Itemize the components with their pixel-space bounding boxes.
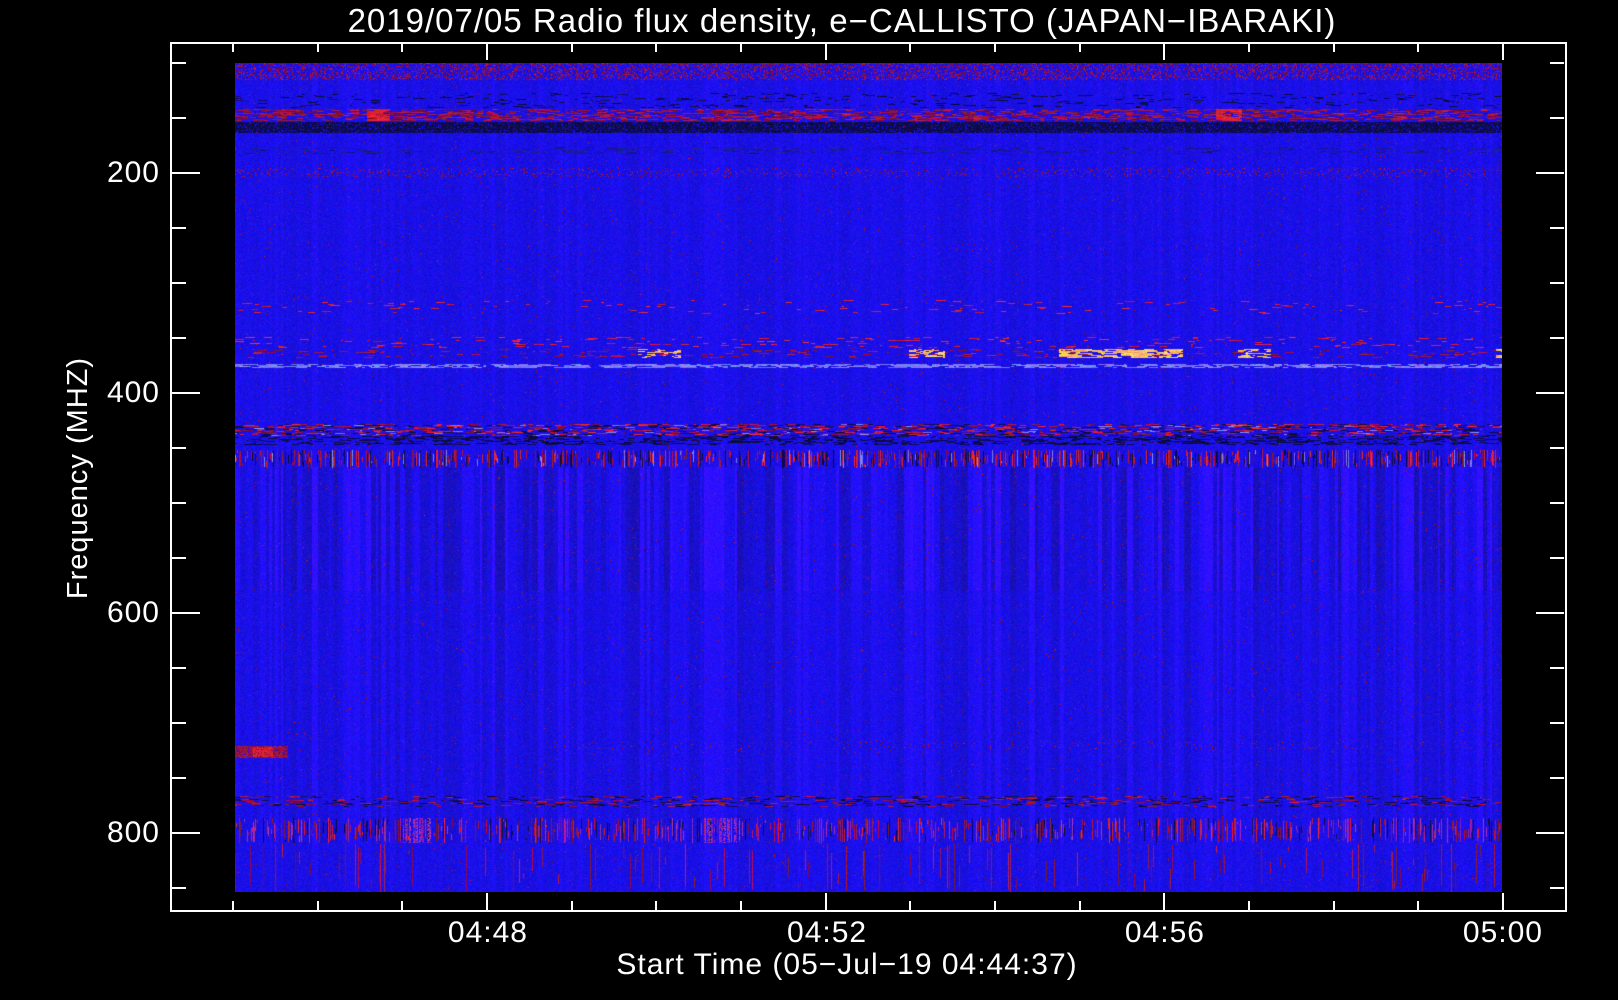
axis-tick: [571, 44, 573, 52]
axis-tick: [1079, 901, 1081, 910]
axis-tick: [1550, 887, 1564, 889]
axis-tick: [571, 901, 573, 910]
axis-tick: [994, 901, 996, 910]
axis-tick: [655, 44, 657, 52]
axis-tick: [1248, 44, 1250, 52]
axis-tick: [1550, 722, 1564, 724]
axis-tick: [1550, 502, 1564, 504]
axis-tick: [1550, 62, 1564, 64]
axis-tick: [172, 502, 186, 504]
axis-tick: [1550, 282, 1564, 284]
x-tick-label: 05:00: [1462, 916, 1543, 949]
axis-tick: [486, 44, 488, 60]
axis-tick: [909, 44, 911, 52]
axis-tick: [317, 901, 319, 910]
axis-tick: [232, 44, 234, 52]
axis-tick: [1550, 337, 1564, 339]
axis-tick: [317, 44, 319, 52]
axis-tick: [1333, 44, 1335, 52]
axis-tick: [486, 893, 488, 910]
axis-tick: [740, 901, 742, 910]
axis-tick: [232, 901, 234, 910]
axis-tick: [1417, 901, 1419, 910]
y-axis-title: Frequency (MHZ): [62, 356, 94, 600]
axis-tick: [740, 44, 742, 52]
axis-tick: [1536, 832, 1564, 834]
axis-tick: [172, 62, 186, 64]
axis-tick: [1536, 392, 1564, 394]
axis-tick: [1550, 447, 1564, 449]
axis-tick: [172, 337, 186, 339]
axis-tick: [1079, 44, 1081, 52]
axis-tick: [1502, 893, 1504, 910]
axis-tick: [1550, 227, 1564, 229]
y-tick-label: 600: [106, 595, 160, 629]
x-tick-label: 04:52: [787, 916, 868, 949]
axis-tick: [1163, 44, 1165, 60]
axis-tick: [1536, 172, 1564, 174]
x-tick-label: 04:56: [1124, 916, 1205, 949]
axis-tick: [1333, 901, 1335, 910]
axis-tick: [172, 447, 186, 449]
plot-title: 2019/07/05 Radio flux density, e−CALLIST…: [347, 2, 1337, 39]
axis-tick: [172, 777, 186, 779]
axis-tick: [1417, 44, 1419, 52]
axis-tick: [1163, 893, 1165, 910]
axis-tick: [172, 667, 186, 669]
axis-tick: [172, 612, 200, 614]
axis-tick: [909, 901, 911, 910]
axis-tick: [172, 832, 200, 834]
axis-tick: [172, 117, 186, 119]
axis-tick: [172, 392, 200, 394]
axis-tick: [1536, 612, 1564, 614]
axis-tick: [1502, 44, 1504, 60]
axis-tick: [172, 172, 200, 174]
axis-tick: [1550, 557, 1564, 559]
axis-tick: [401, 44, 403, 52]
axis-tick: [1550, 777, 1564, 779]
axis-tick: [1550, 117, 1564, 119]
axis-tick: [172, 887, 186, 889]
x-tick-label: 04:48: [447, 916, 528, 949]
axis-tick: [172, 557, 186, 559]
axis-tick: [172, 722, 186, 724]
axes-frame: [170, 42, 1567, 912]
y-tick-label: 200: [106, 156, 160, 189]
spectrogram-image: [235, 63, 1502, 892]
x-axis-title: Start Time (05−Jul−19 04:44:37): [616, 948, 1078, 981]
y-tick-label: 400: [106, 375, 160, 409]
axis-tick: [401, 901, 403, 910]
y-tick-label: 800: [106, 816, 160, 849]
axis-tick: [655, 901, 657, 910]
axis-tick: [994, 44, 996, 52]
axis-tick: [172, 227, 186, 229]
axis-tick: [825, 44, 827, 60]
axis-tick: [1248, 901, 1250, 910]
axis-tick: [172, 282, 186, 284]
axis-tick: [1550, 667, 1564, 669]
axis-tick: [825, 893, 827, 910]
